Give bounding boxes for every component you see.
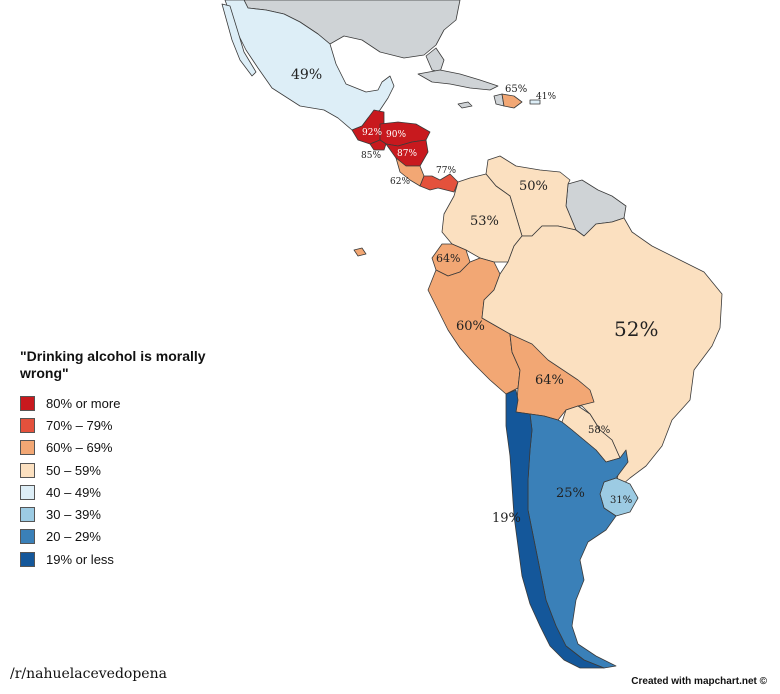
country-mexico [224,0,395,131]
country-chile [505,389,605,669]
legend-label: 80% or more [46,395,121,411]
legend-item: 30 – 39% [20,503,240,525]
legend-label: 40 – 49% [46,484,101,500]
legend-label: 60% – 69% [46,440,113,456]
legend-label: 30 – 39% [46,507,101,523]
label-brazil: 52% [614,317,658,341]
florida-region [425,47,445,73]
label-puerto-rico: 41% [536,92,556,102]
jamaica-region [457,101,473,109]
label-peru: 60% [456,319,485,334]
legend-item: 19% or less [20,548,240,570]
label-argentina: 25% [556,486,585,501]
country-guatemala [351,109,385,145]
label-colombia: 53% [470,214,499,229]
label-paraguay: 58% [588,425,610,436]
label-guatemala: 92% [362,128,382,138]
legend-swatch [20,440,35,456]
legend-swatch [20,551,35,567]
galapagos-islands [353,247,367,257]
legend-rows: 80% or more 70% – 79% 60% – 69% 50 – 59% 40 … [20,392,240,570]
country-cuba [417,69,499,91]
label-uruguay: 31% [610,495,632,506]
legend-swatch [20,529,35,545]
country-el-salvador [369,139,387,151]
label-mexico: 49% [291,67,322,83]
legend-item: 60% – 69% [20,437,240,459]
legend-label: 19% or less [46,551,114,567]
label-honduras: 90% [386,130,406,140]
country-puerto-rico [529,99,541,105]
label-panama: 77% [436,166,456,176]
legend-swatch [20,484,35,500]
legend-item: 80% or more [20,392,240,414]
legend-label: 20 – 29% [46,529,101,545]
legend-item: 40 – 49% [20,481,240,503]
country-panama [419,173,459,193]
legend-swatch [20,462,35,478]
label-venezuela: 50% [519,179,548,194]
legend-item: 50 – 59% [20,459,240,481]
legend-label: 50 – 59% [46,462,101,478]
legend-swatch [20,417,35,433]
legend-swatch [20,395,35,411]
legend-title: "Drinking alcohol is morally wrong" [20,348,206,381]
baja-california [221,3,257,77]
label-el-salvador: 85% [361,151,381,161]
label-costa-rica: 62% [390,177,410,187]
mapchart-credit: Created with mapchart.net © [631,676,767,687]
legend-swatch [20,507,35,523]
label-bolivia: 64% [535,373,564,388]
label-chile: 19% [492,511,521,526]
legend: "Drinking alcohol is morally wrong" 80% … [20,348,240,570]
label-nicaragua: 87% [397,149,417,159]
label-ecuador: 64% [436,252,460,265]
author-credit: /r/nahuelacevedopena [10,666,167,682]
country-dominican-republic [501,93,523,109]
legend-label: 70% – 79% [46,417,113,433]
label-dominican-republic: 65% [505,84,527,95]
legend-item: 70% – 79% [20,414,240,436]
legend-item: 20 – 29% [20,526,240,548]
